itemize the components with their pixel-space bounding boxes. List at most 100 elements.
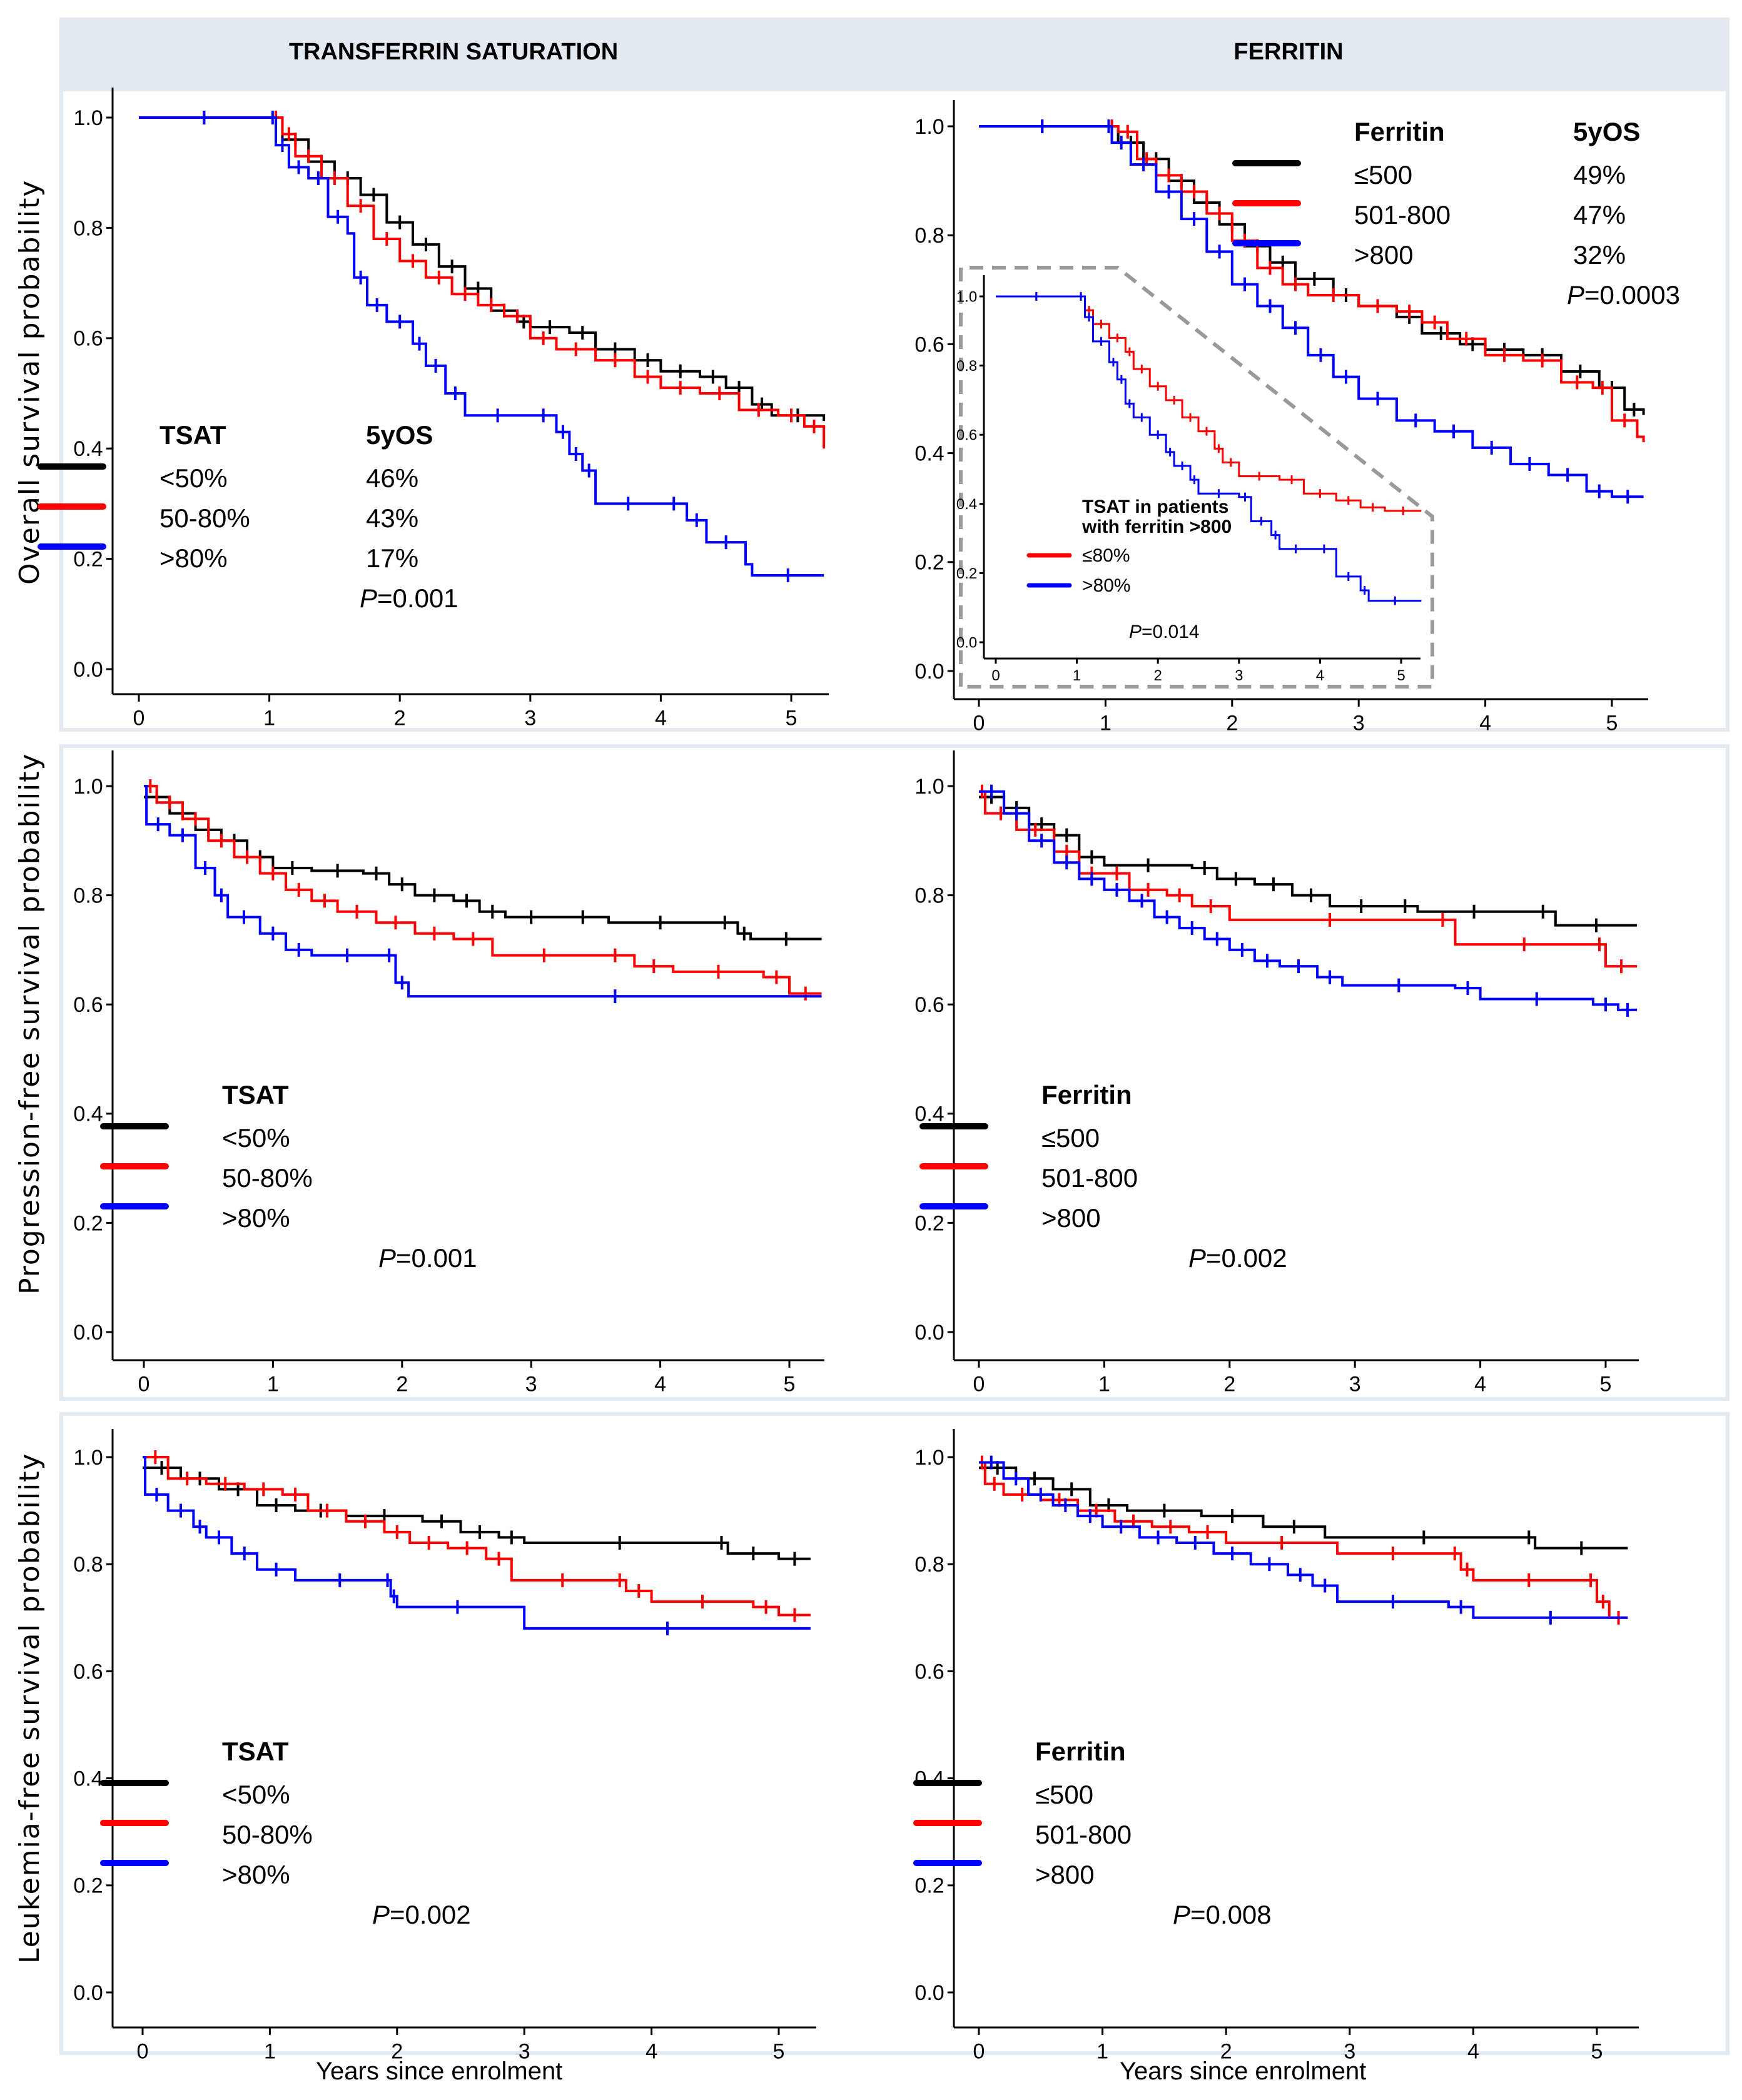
legend-label: <50% — [222, 1780, 290, 1809]
y-tick-label: 0.0 — [914, 660, 944, 684]
p-value-symbol: P — [378, 1243, 396, 1273]
p-value-number: =0.001 — [377, 583, 458, 613]
inset-x-tick-label: 2 — [1154, 667, 1162, 684]
inset-chart: 0 1 2 3 4 5 0.0 0.2 0.4 0.6 0.8 1.0 TSAT in patients… — [956, 275, 1422, 684]
y-tick-label: 0.4 — [914, 1767, 944, 1791]
legend-value-header: 5yOS — [1573, 117, 1640, 146]
y-tick-label: 0.4 — [73, 1767, 103, 1791]
legend-title: Ferritin — [1041, 1080, 1132, 1109]
x-tick-label: 0 — [133, 706, 145, 730]
km-curve-1 — [979, 1461, 1628, 1619]
y-tick-label: 1.0 — [914, 775, 944, 799]
y-tick-label: 0.2 — [73, 1874, 103, 1898]
x-tick-label: 4 — [1479, 711, 1491, 735]
legend-value: 17% — [366, 543, 418, 573]
y-tick-label: 0.2 — [914, 551, 944, 575]
inset-y-tick-label: 0.2 — [956, 565, 977, 582]
legend-title: Ferritin — [1035, 1737, 1126, 1766]
legend-value: 46% — [366, 463, 418, 493]
legend-label: 50-80% — [160, 503, 250, 533]
x-tick-label: 1 — [1096, 2039, 1108, 2063]
x-tick-label: 4 — [655, 706, 667, 730]
inset-legend-label: ≤80% — [1082, 545, 1130, 566]
chart-os-tsat: 0 1 2 3 4 5 0.0 0.2 0.4 0.6 0.8 1.0 TSAT 5yOS <50% 46% 5… — [38, 88, 829, 730]
legend-label: <50% — [222, 1123, 290, 1153]
legend-title: TSAT — [160, 420, 226, 450]
x-tick-label: 5 — [786, 706, 798, 730]
inset-y-tick-label: 0.6 — [956, 427, 977, 444]
y-tick-label: 1.0 — [73, 775, 103, 799]
x-tick-label: 0 — [973, 1372, 985, 1396]
inset-x-tick-label: 1 — [1073, 667, 1081, 684]
legend-label: 501-800 — [1041, 1163, 1138, 1193]
x-tick-label: 5 — [784, 1372, 796, 1396]
legend-value: 49% — [1573, 160, 1626, 189]
legend-value: 43% — [366, 503, 418, 533]
p-value: P=0.001 — [360, 583, 458, 613]
y-tick-label: 0.0 — [73, 1981, 103, 2005]
p-value-number: =0.002 — [390, 1900, 471, 1929]
p-value: P=0.002 — [1188, 1243, 1287, 1273]
chart-os-ferritin: 0 1 2 3 4 5 0.0 0.2 0.4 0.6 0.8 1.0 Ferritin 5yOS ≤500… — [914, 100, 1680, 735]
x-tick-label: 1 — [1098, 1372, 1110, 1396]
legend-label: ≤500 — [1354, 160, 1412, 189]
p-value-symbol: P — [1567, 280, 1584, 310]
p-value: P=0.002 — [372, 1900, 471, 1929]
y-tick-label: 0.2 — [73, 1211, 103, 1235]
km-curve-2 — [979, 1461, 1628, 1619]
km-curve-2 — [979, 790, 1638, 1011]
chart-pfs-ferritin: 0 1 2 3 4 5 0.0 0.2 0.4 0.6 0.8 1.0 Ferritin ≤500 501-… — [914, 750, 1639, 1396]
column-title-tsat: TRANSFERRIN SATURATION — [288, 39, 619, 65]
x-tick-label: 2 — [394, 706, 406, 730]
chart-lfs-ferritin: 0 1 2 3 4 5 0.0 0.2 0.4 0.6 0.8 1.0 Ferritin ≤500 501-… — [913, 1429, 1639, 2063]
km-curve-0 — [979, 1466, 1628, 1550]
chart-lfs-tsat: 0 1 2 3 4 5 0.0 0.2 0.4 0.6 0.8 1.0 TSAT <50% 50-80% >8… — [73, 1429, 816, 2063]
y-tick-label: 0.2 — [914, 1211, 944, 1235]
x-tick-label: 3 — [525, 1372, 537, 1396]
p-value: P=0.008 — [1173, 1900, 1272, 1929]
legend-label: ≤500 — [1035, 1780, 1093, 1809]
legend-title: Ferritin — [1354, 117, 1445, 146]
x-tick-label: 5 — [1591, 2039, 1603, 2063]
inset-p-value: P=0.014 — [1129, 622, 1200, 642]
inset-x-tick-label: 4 — [1316, 667, 1324, 684]
y-tick-label: 0.6 — [914, 993, 944, 1017]
y-tick-label: 1.0 — [73, 1446, 103, 1470]
inset-x-tick-label: 5 — [1397, 667, 1405, 684]
km-curve-0 — [139, 116, 826, 422]
xlabel-right: Years since enrolment — [1120, 2057, 1367, 2085]
inset-y-tick-label: 1.0 — [956, 288, 977, 305]
p-value-symbol: P — [372, 1900, 390, 1929]
legend-label: 501-800 — [1035, 1820, 1132, 1849]
p-value-number: =0.008 — [1190, 1900, 1272, 1929]
inset-legend-title-line2: with ferritin >800 — [1081, 517, 1232, 537]
y-tick-label: 0.6 — [73, 327, 103, 351]
x-tick-label: 3 — [1344, 2039, 1355, 2063]
y-tick-label: 0.4 — [914, 442, 944, 466]
y-tick-label: 0.0 — [73, 1321, 103, 1345]
legend-label: 50-80% — [222, 1163, 313, 1193]
p-value-symbol: P — [1173, 1900, 1190, 1929]
legend-label: 50-80% — [222, 1820, 313, 1849]
inset-legend-label: >80% — [1082, 575, 1131, 596]
p-value-number: =0.014 — [1142, 622, 1200, 642]
inset-y-tick-label: 0.8 — [956, 358, 977, 375]
y-tick-label: 0.6 — [73, 1660, 103, 1684]
x-tick-label: 1 — [263, 706, 275, 730]
y-tick-label: 1.0 — [914, 1446, 944, 1470]
x-tick-label: 4 — [646, 2039, 657, 2063]
km-curve-2 — [139, 116, 824, 577]
inset-x-tick-label: 3 — [1235, 667, 1243, 684]
inset-legend-title-line1: TSAT in patients — [1082, 497, 1228, 517]
legend-value: 32% — [1573, 240, 1626, 270]
y-tick-label: 1.0 — [73, 106, 103, 130]
km-curve-1 — [979, 790, 1638, 968]
y-tick-label: 0.8 — [914, 884, 944, 908]
x-tick-label: 1 — [264, 2039, 276, 2063]
inset-x-tick-label: 0 — [991, 667, 1000, 684]
y-tick-label: 0.4 — [73, 1103, 103, 1126]
y-tick-label: 0.6 — [914, 1660, 944, 1684]
x-tick-label: 4 — [1474, 1372, 1486, 1396]
p-value-number: =0.001 — [396, 1243, 477, 1273]
